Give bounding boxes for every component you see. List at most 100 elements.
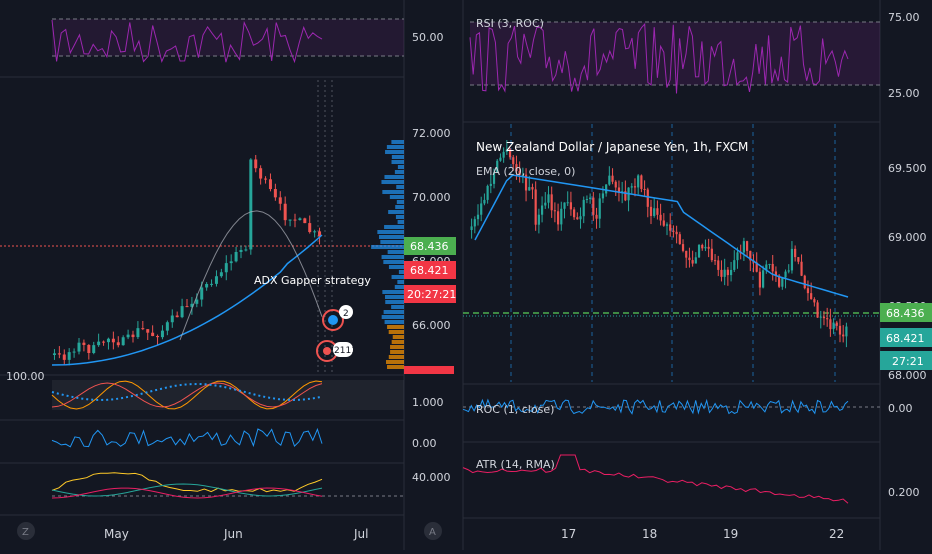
candle-body [278, 197, 282, 204]
left-price-tick-4: 66.000 [412, 319, 451, 332]
candle-body [810, 293, 813, 300]
candle-body [214, 276, 218, 284]
candle-body [170, 315, 174, 323]
candle-body [733, 260, 736, 270]
candle-body [544, 202, 547, 206]
volume-profile-bar [390, 350, 404, 354]
candle-body [765, 264, 768, 271]
candle-body [813, 299, 816, 303]
right-rsi-tick-1: 75.00 [888, 11, 920, 24]
right-atr-line [462, 454, 849, 504]
candle-body [797, 257, 800, 262]
candle-body [697, 245, 701, 258]
candle-body [67, 352, 71, 360]
candle-body [573, 209, 576, 218]
candle-body [749, 250, 752, 261]
candle-body [239, 249, 243, 252]
candle-body [165, 322, 169, 331]
event-badge: 2 [343, 309, 349, 319]
volume-profile-bar [381, 180, 404, 184]
candle-body [579, 216, 582, 220]
candle-body [126, 334, 130, 338]
candle-body [234, 251, 238, 262]
event-badge-row: 2111 [334, 346, 357, 356]
right-ema-legend[interactable]: EMA (20, close, 0) [476, 165, 575, 178]
right-x-label-1: 17 [561, 527, 576, 541]
left-event-markers[interactable] [316, 305, 353, 362]
candle-body [502, 151, 505, 158]
candle-body [77, 342, 81, 352]
right-atr-legend[interactable]: ATR (14, RMA) [476, 458, 555, 471]
candle-body [835, 322, 838, 326]
volume-profile-bar [387, 325, 404, 329]
candle-body [778, 275, 781, 287]
volume-profile-bar [382, 290, 404, 294]
candle-body [790, 248, 794, 271]
candle-body [512, 157, 515, 165]
candle-body [470, 226, 473, 230]
right-price-badge-3: 27:21 [892, 355, 924, 368]
candle-body [582, 199, 585, 217]
right-rsi-legend[interactable]: RSI (3, ROC) [476, 17, 544, 30]
svg-text:Z: Z [22, 527, 29, 538]
candle-body [224, 263, 228, 273]
candle-body [595, 214, 598, 219]
volume-profile-bar [391, 155, 404, 159]
left-indicator-tick-3: 40.000 [412, 471, 451, 484]
candle-body [662, 220, 665, 226]
candle-body [822, 316, 826, 319]
candle-body [768, 263, 771, 265]
volume-profile-bar [378, 235, 404, 239]
right-rsi-line [469, 22, 849, 94]
candle-body [592, 197, 595, 215]
candle-body [669, 224, 672, 231]
right-price-tick-2: 69.000 [888, 231, 927, 244]
candle-body [264, 178, 268, 180]
candle-body [116, 342, 120, 346]
candle-body [762, 270, 765, 288]
volume-profile-bar [385, 300, 404, 304]
candle-body [496, 160, 499, 173]
left-session-lines [317, 80, 333, 372]
candle-body [611, 175, 614, 182]
left-price-panel [0, 80, 454, 374]
candle-body [569, 202, 573, 210]
candle-body [268, 179, 272, 190]
candle-body [704, 246, 707, 249]
volume-profile-bar [385, 150, 404, 154]
candle-body [803, 275, 806, 289]
volume-profile-bar [395, 215, 404, 219]
candle-body [589, 197, 592, 199]
candle-body [190, 303, 194, 307]
right-roc-legend[interactable]: ROC (1, close) [476, 403, 554, 416]
tradingview-a-icon[interactable]: A [424, 522, 442, 540]
left-price-tick-1: 72.000 [412, 127, 451, 140]
tradingview-z-icon[interactable]: Z [17, 522, 35, 540]
right-candles [470, 139, 848, 348]
candle-body [205, 283, 209, 288]
candle-body [483, 199, 486, 204]
candle-body [492, 172, 496, 184]
candle-body [293, 219, 297, 221]
left-indicator-3 [51, 472, 404, 499]
volume-profile-bar [391, 275, 404, 279]
candle-body [489, 183, 492, 186]
candle-body [92, 345, 96, 354]
candle-body [637, 175, 640, 188]
candle-body [298, 218, 302, 221]
volume-profile-bar [398, 270, 404, 274]
chart-title[interactable]: New Zealand Dollar / Japanese Yen, 1h, F… [476, 140, 748, 154]
candle-body [518, 171, 521, 175]
candle-body [771, 263, 774, 272]
right-countdown-badge [880, 351, 932, 370]
left-indicator-top-label: 100.00 [6, 370, 45, 383]
right-price-badge-green [880, 303, 932, 322]
candle-body [131, 334, 135, 338]
left-strategy-label: ADX Gapper strategy [254, 274, 371, 287]
volume-profile-bar [388, 330, 404, 334]
left-indicator-1 [51, 380, 404, 410]
candle-body [624, 191, 627, 201]
right-x-label-4: 22 [829, 527, 844, 541]
